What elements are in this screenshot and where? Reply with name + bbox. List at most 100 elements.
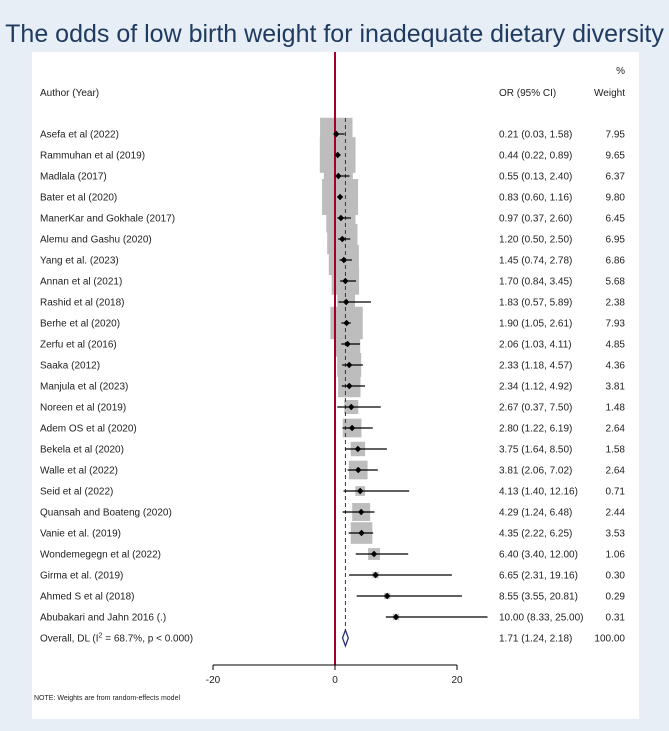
- point-estimate: [340, 256, 348, 264]
- study-or-ci: 1.83 (0.57, 5.89): [499, 298, 572, 309]
- study-or-ci: 4.35 (2.22, 6.25): [499, 529, 572, 540]
- study-weight: 9.80: [606, 193, 626, 204]
- study-label: ManerKar and Gokhale (2017): [40, 214, 175, 225]
- study-or-ci: 0.21 (0.03, 1.58): [499, 130, 572, 141]
- study-weight: 3.53: [606, 529, 626, 540]
- study-weight: 7.95: [606, 130, 626, 141]
- study-label: Bekela et al (2020): [40, 445, 124, 456]
- study-or-ci: 2.67 (0.37, 7.50): [499, 403, 572, 414]
- study-or-ci: 4.13 (1.40, 12.16): [499, 487, 578, 498]
- study-or-ci: 3.81 (2.06, 7.02): [499, 466, 572, 477]
- header-weight-percent: %: [616, 66, 625, 77]
- study-label: Ahmed S et al (2018): [40, 592, 135, 603]
- overall-or-ci: 1.71 (1.24, 2.18): [499, 634, 572, 645]
- point-estimate: [342, 298, 350, 306]
- study-label: Zerfu et al (2016): [40, 340, 117, 351]
- footnote: NOTE: Weights are from random-effects mo…: [34, 695, 180, 702]
- study-or-ci: 2.80 (1.22, 6.19): [499, 424, 572, 435]
- point-estimate: [346, 382, 353, 390]
- study-label: Girma et al. (2019): [40, 571, 123, 582]
- study-label: Manjula et al (2023): [40, 382, 128, 393]
- point-estimate: [356, 487, 364, 495]
- study-or-ci: 8.55 (3.55, 20.81): [499, 592, 578, 603]
- study-label: Adem OS et al (2020): [40, 424, 137, 435]
- x-tick-label: 0: [332, 675, 338, 686]
- study-weight: 2.44: [606, 508, 626, 519]
- study-label: Rammuhan et al (2019): [40, 151, 145, 162]
- study-weight: 0.31: [606, 613, 626, 624]
- study-label: Quansah and Boateng (2020): [40, 508, 172, 519]
- study-weight: 2.64: [606, 424, 626, 435]
- study-weight: 9.65: [606, 151, 626, 162]
- overall-weight: 100.00: [594, 634, 625, 645]
- point-estimate: [339, 235, 346, 243]
- study-or-ci: 2.06 (1.03, 4.11): [499, 340, 572, 351]
- study-label: Walle et al (2022): [40, 466, 118, 477]
- study-label: Asefa et al (2022): [40, 130, 119, 141]
- x-tick-label: 20: [451, 675, 463, 686]
- header-weight: Weight: [594, 88, 625, 99]
- point-estimate: [348, 424, 356, 432]
- study-weight: 2.38: [606, 298, 626, 309]
- study-label: Vanie et al. (2019): [40, 529, 121, 540]
- point-estimate: [337, 214, 345, 222]
- study-weight: 4.36: [606, 361, 626, 372]
- study-or-ci: 1.20 (0.50, 2.50): [499, 235, 572, 246]
- study-or-ci: 6.40 (3.40, 12.00): [499, 550, 578, 561]
- study-weight: 1.48: [606, 403, 626, 414]
- point-estimate: [370, 550, 378, 558]
- study-or-ci: 0.97 (0.37, 2.60): [499, 214, 572, 225]
- study-weight: 6.37: [606, 172, 626, 183]
- study-label: Yang et al. (2023): [40, 256, 119, 267]
- study-weight: 5.68: [606, 277, 626, 288]
- study-weight: 1.58: [606, 445, 626, 456]
- study-or-ci: 0.83 (0.60, 1.16): [499, 193, 572, 204]
- study-or-ci: 6.65 (2.31, 19.16): [499, 571, 578, 582]
- study-label: Seid et al (2022): [40, 487, 113, 498]
- point-estimate: [357, 508, 365, 516]
- x-tick-label: -20: [206, 675, 221, 686]
- study-label: Abubakari and Jahn 2016 (.): [40, 613, 166, 624]
- study-label: Madlala (2017): [40, 172, 107, 183]
- point-estimate: [348, 403, 355, 411]
- study-or-ci: 3.75 (1.64, 8.50): [499, 445, 572, 456]
- study-weight: 0.71: [606, 487, 626, 498]
- study-or-ci: 10.00 (8.33, 25.00): [499, 613, 584, 624]
- study-label: Wondemegegn et al (2022): [40, 550, 161, 561]
- study-weight: 0.30: [606, 571, 626, 582]
- study-label: Bater et al (2020): [40, 193, 117, 204]
- study-or-ci: 1.70 (0.84, 3.45): [499, 277, 572, 288]
- study-weight: 6.45: [606, 214, 626, 225]
- point-estimate: [346, 361, 353, 369]
- point-estimate: [343, 319, 350, 327]
- point-estimate: [372, 571, 379, 579]
- study-or-ci: 0.44 (0.22, 0.89): [499, 151, 572, 162]
- point-estimate: [354, 445, 362, 453]
- study-or-ci: 2.34 (1.12, 4.92): [499, 382, 572, 393]
- point-estimate: [392, 613, 400, 621]
- study-or-ci: 1.45 (0.74, 2.78): [499, 256, 572, 267]
- overall-diamond: [341, 628, 349, 648]
- point-estimate: [336, 193, 344, 201]
- study-label: Saaka (2012): [40, 361, 100, 372]
- study-or-ci: 2.33 (1.18, 4.57): [499, 361, 572, 372]
- point-estimate: [335, 172, 342, 180]
- study-label: Noreen et al (2019): [40, 403, 126, 414]
- point-estimate: [344, 340, 351, 348]
- study-weight: 1.06: [606, 550, 626, 561]
- study-or-ci: 0.55 (0.13, 2.40): [499, 172, 572, 183]
- point-estimate: [334, 151, 341, 159]
- study-weight: 6.95: [606, 235, 626, 246]
- study-weight: 0.29: [606, 592, 626, 603]
- study-weight: 7.93: [606, 319, 626, 330]
- study-weight: 6.86: [606, 256, 626, 267]
- chart-title: The odds of low birth weight for inadequ…: [5, 20, 664, 48]
- point-estimate: [342, 277, 349, 285]
- study-weight: 4.85: [606, 340, 626, 351]
- study-label: Berhe et al (2020): [40, 319, 120, 330]
- point-estimate: [383, 592, 391, 600]
- study-label: Rashid et al (2018): [40, 298, 125, 309]
- study-weight: 3.81: [606, 382, 626, 393]
- point-estimate: [355, 466, 362, 474]
